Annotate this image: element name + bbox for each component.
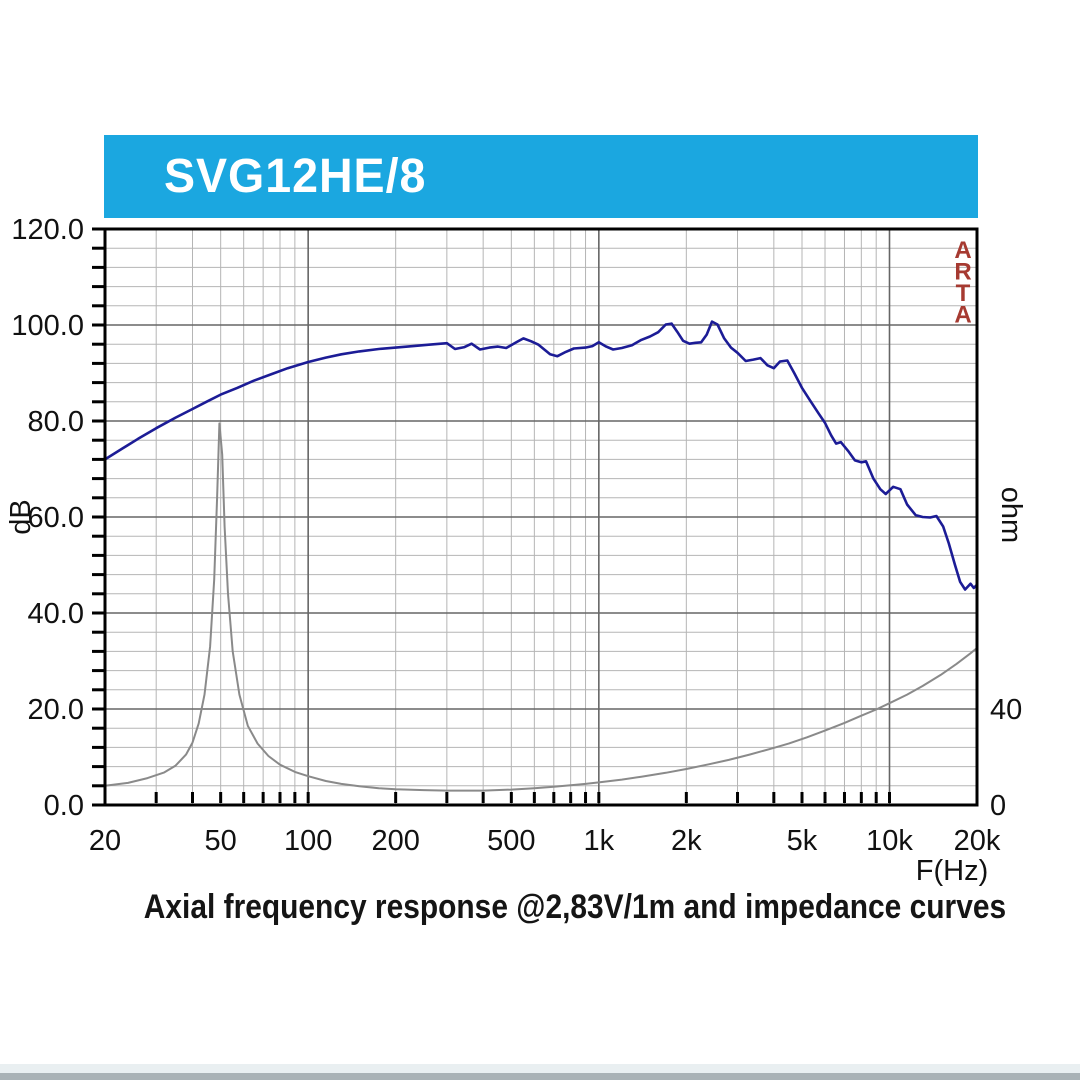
y-left-tick-label: 0.0 xyxy=(44,790,84,822)
y-left-tick-label: 100.0 xyxy=(11,310,84,342)
y-right-tick-label: 40 xyxy=(990,694,1022,726)
x-tick-label: 500 xyxy=(487,825,535,857)
impedance-curve xyxy=(104,422,978,792)
x-tick-label: 2k xyxy=(671,825,702,857)
y-left-tick-label: 40.0 xyxy=(28,598,84,630)
y-left-tick-label: 80.0 xyxy=(28,406,84,438)
y-left-axis-title: dB xyxy=(5,499,37,534)
frequency-response-curve xyxy=(103,320,979,591)
chart-caption: Axial frequency response @2,83V/1m and i… xyxy=(143,888,1007,926)
y-left-tick-label: 120.0 xyxy=(11,214,84,246)
major-gridlines xyxy=(105,229,977,805)
axis-ticks xyxy=(92,227,892,807)
y-right-axis-title: ohm xyxy=(995,487,1027,543)
arta-watermark-letter: A xyxy=(954,237,971,264)
x-tick-label: 10k xyxy=(866,825,913,857)
x-tick-label: 20 xyxy=(89,825,121,857)
y-left-tick-label: 20.0 xyxy=(28,694,84,726)
bottom-strip-light xyxy=(0,1064,1080,1073)
y-right-tick-label: 0 xyxy=(990,790,1006,822)
caption-wrap: Axial frequency response @2,83V/1m and i… xyxy=(85,888,1006,927)
x-tick-label: 200 xyxy=(371,825,419,857)
x-tick-label: 50 xyxy=(205,825,237,857)
y-left-tick-label: 60.0 xyxy=(28,502,84,534)
axis-tick-labels: 120.0 100.0 80.0 60.0 40.0 20.0 0.020 50 100 200 5… xyxy=(11,214,1022,857)
x-axis-title: F(Hz) xyxy=(916,855,988,887)
x-tick-label: 5k xyxy=(787,825,818,857)
model-title-bar: SVG12HE/8 xyxy=(104,135,978,218)
arta-watermark-letter: A xyxy=(954,302,971,329)
plot-border xyxy=(103,227,979,807)
model-title: SVG12HE/8 xyxy=(164,150,427,203)
arta-watermark-letter: R xyxy=(954,259,971,286)
x-tick-label: 100 xyxy=(284,825,332,857)
x-tick-label: 20k xyxy=(954,825,1001,857)
arta-watermark-letter: T xyxy=(956,280,971,307)
x-tick-label: 1k xyxy=(584,825,615,857)
bottom-strip xyxy=(0,1073,1080,1080)
